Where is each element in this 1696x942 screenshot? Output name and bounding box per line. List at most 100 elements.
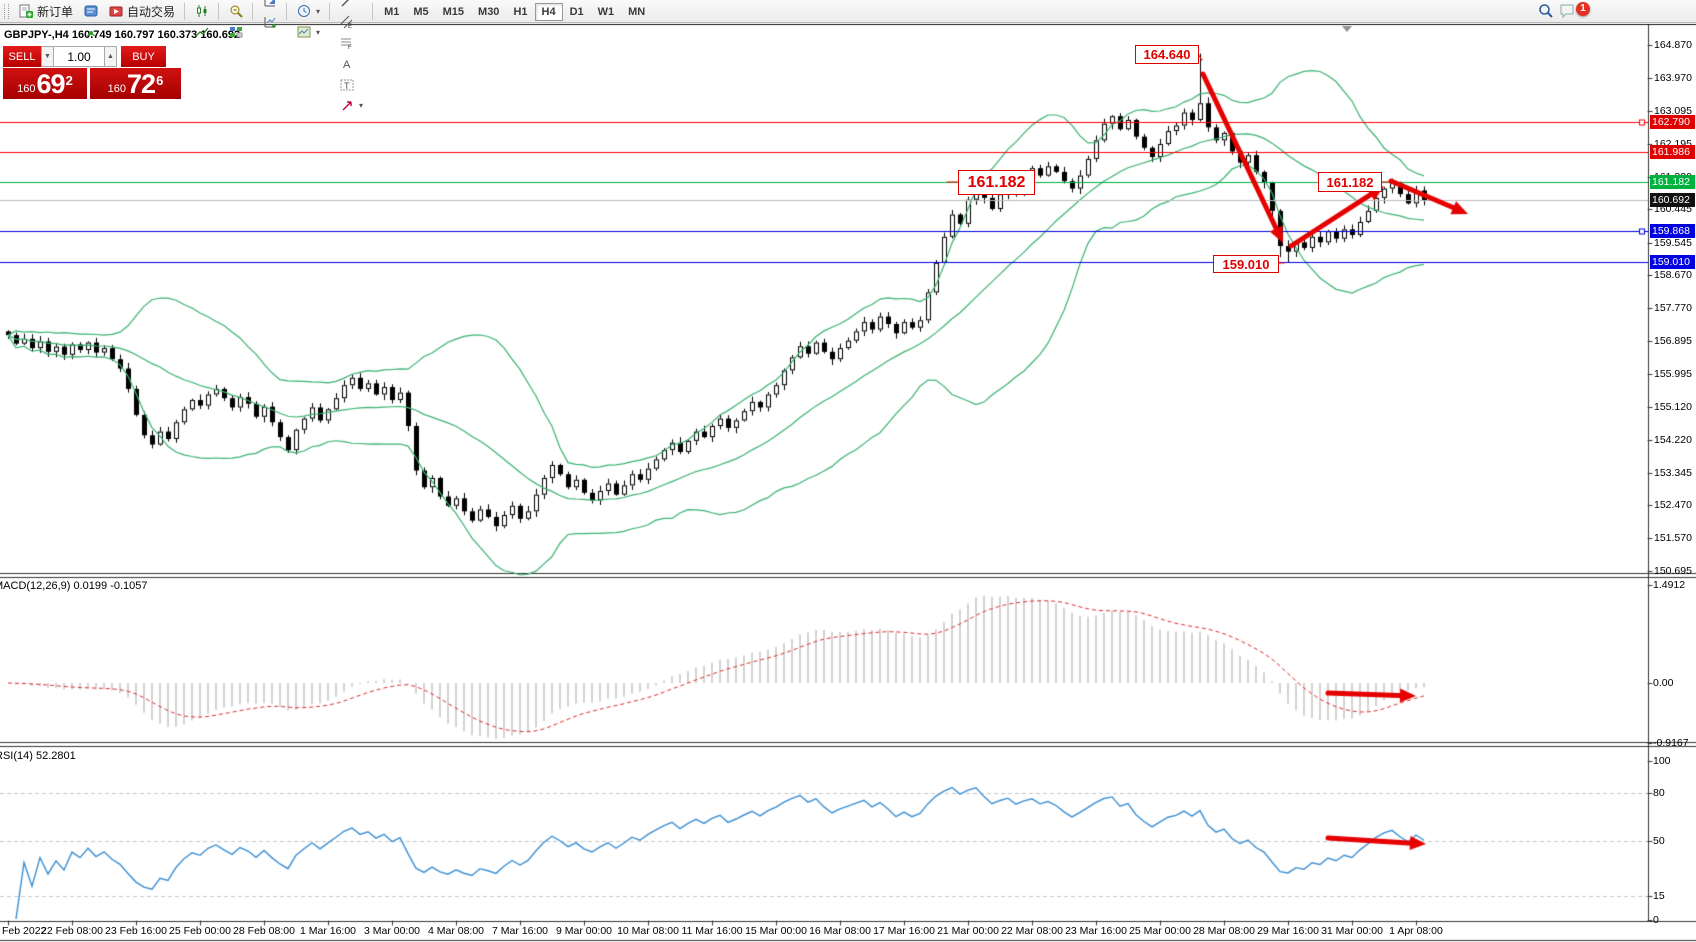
indicator-window-button[interactable]	[257, 0, 282, 11]
price-axis-tick: 153.345	[1654, 466, 1692, 479]
search-icon[interactable]	[1538, 4, 1553, 19]
market-watch-button[interactable]	[78, 1, 103, 22]
timeframe-d1-button[interactable]: D1	[569, 6, 584, 18]
price-badge: 161.986	[1650, 144, 1695, 159]
timeframe-h4-button[interactable]: H4	[534, 3, 563, 21]
volume-decrease-button[interactable]: ▼	[41, 46, 54, 67]
annotation-price-label[interactable]: 164.640	[1135, 45, 1199, 64]
svg-text:T: T	[344, 81, 350, 91]
text-label-icon: T	[339, 77, 354, 92]
buy-price-sup: 6	[156, 73, 164, 88]
timeframe-m5-button[interactable]: M5	[413, 6, 429, 18]
tile-windows-button[interactable]	[223, 22, 248, 43]
volume-input[interactable]	[54, 46, 104, 67]
buy-button[interactable]: BUY	[121, 46, 166, 67]
buy-price[interactable]: 160 72 6	[90, 68, 181, 99]
time-axis-label: 4 Mar 08:00	[427, 925, 485, 937]
annotation-price-label[interactable]: 161.182	[958, 170, 1035, 195]
period-clock-icon	[296, 4, 311, 19]
svg-text:F: F	[348, 45, 352, 50]
line-chart-button[interactable]	[189, 22, 214, 43]
price-badge: 161.182	[1650, 174, 1695, 189]
text-button[interactable]: A	[334, 53, 368, 74]
zoom-out-button[interactable]	[223, 1, 248, 22]
time-axis-label: 9 Mar 00:00	[555, 925, 613, 937]
price-axis-tick: 163.095	[1654, 104, 1692, 117]
price-axis-tick: 151.570	[1654, 532, 1692, 545]
period-clock-button[interactable]: ▾	[291, 1, 325, 22]
price-badge: 159.010	[1650, 255, 1695, 270]
time-axis-label: 22 Feb 08:00	[41, 925, 103, 937]
market-watch-icon	[83, 4, 98, 19]
signals-icon	[83, 25, 98, 40]
sell-button[interactable]: SELL	[3, 46, 41, 67]
chat-icon[interactable]	[1559, 4, 1574, 19]
candlestick-chart-icon	[194, 4, 209, 19]
template-button[interactable]: ▾	[291, 22, 325, 43]
macd-axis-tick: 1.4912	[1653, 579, 1686, 591]
fibonacci-button[interactable]: F	[334, 32, 368, 53]
signals-button[interactable]	[78, 22, 103, 43]
timeframe-w1-button[interactable]: W1	[597, 6, 615, 18]
notification-badge[interactable]: 1	[1576, 1, 1590, 16]
symbol-ohlc-line: GBPJPY-,H4 160.749 160.797 160.373 160.6…	[4, 29, 241, 41]
price-badge: 159.868	[1650, 223, 1695, 238]
timeframe-mn-button[interactable]: MN	[628, 6, 646, 18]
one-click-trading-panel: SELL ▼ ▲ BUY 160 69 2 160 72 6	[3, 46, 183, 99]
timeframe-m1-button[interactable]: M1	[384, 6, 400, 18]
price-axis-tick: 154.220	[1654, 434, 1692, 447]
price-axis-tick: 155.995	[1654, 368, 1692, 381]
rsi-axis-tick: 80	[1653, 786, 1665, 799]
chevron-down-icon[interactable]: ▾	[316, 27, 321, 37]
timeframe-m30-button[interactable]: M30	[478, 6, 500, 18]
line-chart-icon	[194, 25, 209, 40]
candlestick-chart-button[interactable]	[189, 1, 214, 22]
arrows-icon	[339, 98, 354, 113]
time-axis-label: 17 Mar 16:00	[873, 925, 935, 937]
price-axis-tick: 158.670	[1654, 269, 1692, 282]
time-axis-label: 23 Feb 16:00	[105, 925, 167, 937]
autotrading-button[interactable]: 自动交易	[103, 0, 180, 23]
time-axis-label: 23 Mar 16:00	[1065, 925, 1127, 937]
macd-label: MACD(12,26,9) 0.0199 -0.1057	[0, 580, 148, 592]
indicator-window-add-button[interactable]	[257, 11, 282, 32]
time-axis-label: 28 Mar 08:00	[1193, 925, 1255, 937]
chevron-down-icon[interactable]: ▾	[316, 6, 321, 16]
zoom-out-icon	[228, 4, 243, 19]
price-axis-tick: 155.120	[1654, 400, 1692, 413]
rsi-axis-tick: 100	[1653, 755, 1671, 767]
price-axis-tick: 163.970	[1654, 72, 1692, 85]
timeframe-m15-button[interactable]: M15	[442, 6, 465, 18]
macd-axis-tick: 0.00	[1653, 677, 1674, 689]
time-axis-label: 3 Mar 00:00	[363, 925, 421, 937]
time-axis-label: 7 Mar 16:00	[491, 925, 549, 937]
chevron-down-icon[interactable]: ▾	[359, 101, 364, 110]
price-axis-tick: 159.545	[1654, 236, 1692, 249]
trendline-button[interactable]	[334, 0, 368, 11]
toolbar-grip[interactable]	[4, 3, 9, 19]
sell-price[interactable]: 160 69 2	[3, 68, 87, 99]
indicator-window-add-icon	[262, 14, 277, 29]
svg-text:E: E	[348, 24, 352, 29]
timeframe-h1-button[interactable]: H1	[513, 6, 528, 18]
channel-button[interactable]: E	[334, 11, 368, 32]
time-axis-label: 28 Feb 08:00	[233, 925, 295, 937]
text-icon: A	[339, 56, 354, 71]
new-order-button[interactable]: 新订单	[13, 0, 78, 23]
arrows-button[interactable]: ▾	[334, 95, 368, 116]
time-axis-label: 11 Mar 16:00	[681, 925, 743, 937]
fibonacci-icon: F	[339, 35, 354, 50]
buy-price-small: 160	[107, 83, 127, 95]
time-axis-label: 29 Mar 16:00	[1257, 925, 1319, 937]
autotrading-label: 自动交易	[127, 4, 176, 19]
annotation-price-label[interactable]: 161.182	[1318, 172, 1382, 192]
time-axis-label: 21 Mar 00:00	[937, 925, 999, 937]
volume-increase-button[interactable]: ▲	[104, 46, 117, 67]
annotation-price-label[interactable]: 159.010	[1213, 255, 1279, 273]
new-order-label: 新订单	[37, 4, 74, 19]
text-label-button[interactable]: T	[334, 74, 368, 95]
svg-text:A: A	[343, 59, 351, 71]
